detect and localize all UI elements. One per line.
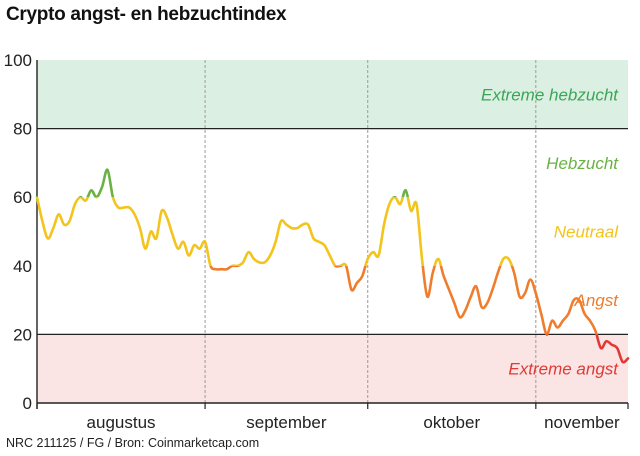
y-tick-label: 40: [13, 257, 32, 276]
x-tick-label: oktober: [423, 413, 480, 432]
index-line: [35, 168, 630, 364]
y-tick-label: 0: [23, 394, 32, 413]
zone-label: Extreme hebzucht: [481, 85, 619, 104]
y-tick-label: 100: [4, 51, 32, 70]
extreme-fear-band: [37, 334, 628, 403]
zone-label: Neutraal: [554, 223, 619, 242]
zone-label: Hebzucht: [546, 154, 619, 173]
extreme-greed-band: [37, 60, 628, 129]
y-tick-label: 20: [13, 325, 32, 344]
x-tick-label: augustus: [87, 413, 156, 432]
y-tick-label: 60: [13, 188, 32, 207]
x-tick-label: november: [544, 413, 620, 432]
x-tick-label: september: [246, 413, 327, 432]
y-tick-label: 80: [13, 120, 32, 139]
chart-title: Crypto angst- en hebzuchtindex: [6, 4, 287, 25]
zone-label: Extreme angst: [508, 360, 619, 379]
zone-label: Angst: [574, 291, 620, 310]
source-note: NRC 211125 / FG / Bron: Coinmarketcap.co…: [6, 436, 260, 450]
